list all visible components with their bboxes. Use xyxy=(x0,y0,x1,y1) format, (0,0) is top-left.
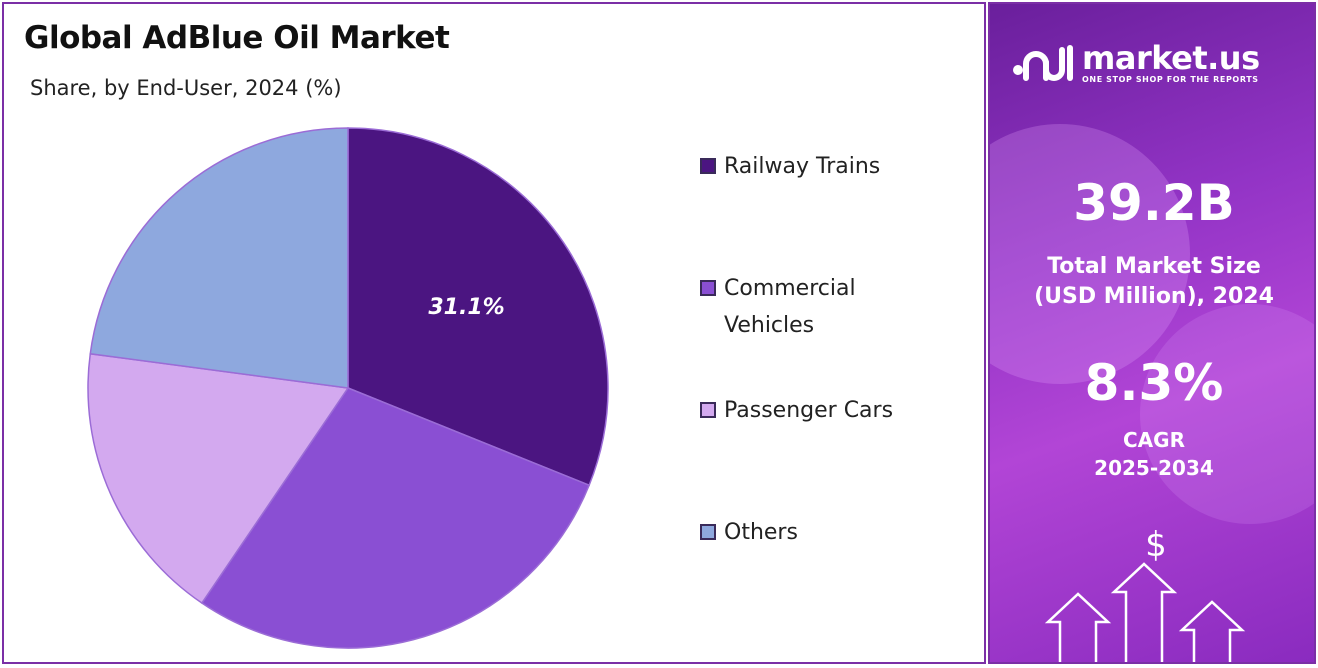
legend-label: Others xyxy=(724,520,798,545)
brand-tagline: ONE STOP SHOP FOR THE REPORTS xyxy=(1082,74,1259,84)
pie-slice-railway-trains xyxy=(347,127,609,487)
cagr-value: 8.3% xyxy=(1084,354,1224,412)
cagr-label-line1: CAGR xyxy=(1123,428,1185,452)
legend-item: Passenger Cars xyxy=(700,398,944,429)
decor-glow xyxy=(1140,304,1314,524)
market-size-value: 39.2B xyxy=(1073,174,1235,232)
brand-block: market.us ONE STOP SHOP FOR THE REPORTS xyxy=(1012,40,1260,86)
chart-title: Global AdBlue Oil Market xyxy=(24,20,450,56)
legend-label: Commercial Vehicles xyxy=(724,276,856,338)
legend-label: Passenger Cars xyxy=(724,398,894,423)
growth-arrows-icon: $ xyxy=(1044,525,1246,662)
pie-slice-commercial-vehicles xyxy=(200,387,591,649)
brand-name: market.us xyxy=(1082,38,1260,77)
legend-swatch xyxy=(700,524,716,540)
legend-swatch xyxy=(700,158,716,174)
summary-panel: market.us ONE STOP SHOP FOR THE REPORTS … xyxy=(988,2,1316,664)
market-size-label-line2: (USD Million), 2024 xyxy=(1034,284,1274,309)
chart-subtitle: Share, by End-User, 2024 (%) xyxy=(30,76,342,100)
pie-data-label: 31.1% xyxy=(428,295,504,320)
decor-glow xyxy=(990,124,1190,384)
legend-item: Others xyxy=(700,520,944,551)
market-us-logo-icon xyxy=(1013,45,1073,81)
legend-item: Commercial Vehicles xyxy=(700,276,944,344)
chart-panel: Global AdBlue Oil Market Share, by End-U… xyxy=(2,2,986,664)
legend-swatch xyxy=(700,280,716,296)
brand-text: market.us ONE STOP SHOP FOR THE REPORTS xyxy=(1082,38,1260,84)
pie-slice-passenger-cars xyxy=(87,352,350,605)
legend-label: Railway Trains xyxy=(724,154,881,179)
market-size-label-line1: Total Market Size xyxy=(1047,254,1261,279)
cagr-label-line2: 2025-2034 xyxy=(1094,456,1214,480)
dollar-icon: $ xyxy=(1145,525,1167,565)
legend-swatch xyxy=(700,402,716,418)
legend-item: Railway Trains xyxy=(700,154,944,185)
pie-slice-others xyxy=(89,127,349,389)
pie-chart: 31.1% xyxy=(87,127,609,649)
